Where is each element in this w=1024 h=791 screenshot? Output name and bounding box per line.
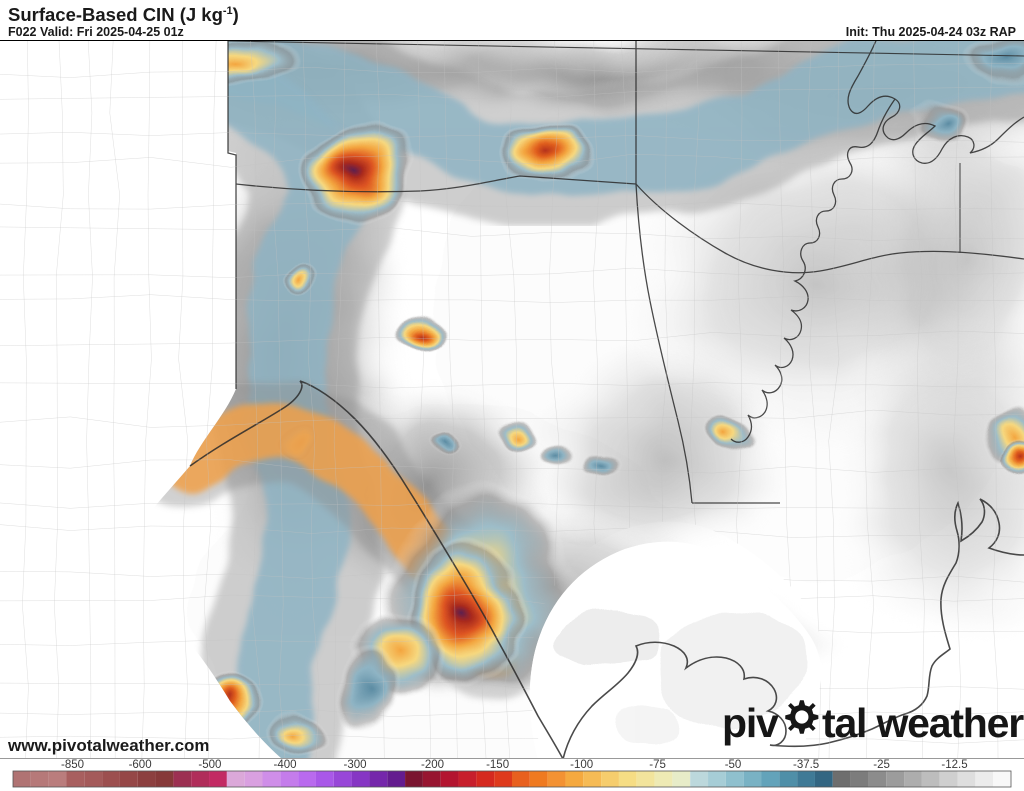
svg-text:-300: -300: [343, 759, 366, 771]
svg-text:-75: -75: [649, 759, 666, 771]
svg-text:-12.5: -12.5: [941, 759, 967, 771]
svg-text:-25: -25: [873, 759, 890, 771]
svg-text:-50: -50: [725, 759, 742, 771]
svg-text:-400: -400: [273, 759, 296, 771]
svg-text:-600: -600: [129, 759, 152, 771]
svg-text:-200: -200: [421, 759, 444, 771]
svg-text:www.pivotalweather.com: www.pivotalweather.com: [7, 736, 210, 755]
svg-text:tal weather: tal weather: [822, 700, 1024, 746]
svg-text:-100: -100: [570, 759, 593, 771]
svg-text:piv: piv: [722, 700, 779, 746]
svg-text:-37.5: -37.5: [793, 759, 819, 771]
svg-text:-150: -150: [486, 759, 509, 771]
svg-text:-850: -850: [61, 759, 84, 771]
svg-text:-500: -500: [198, 759, 221, 771]
